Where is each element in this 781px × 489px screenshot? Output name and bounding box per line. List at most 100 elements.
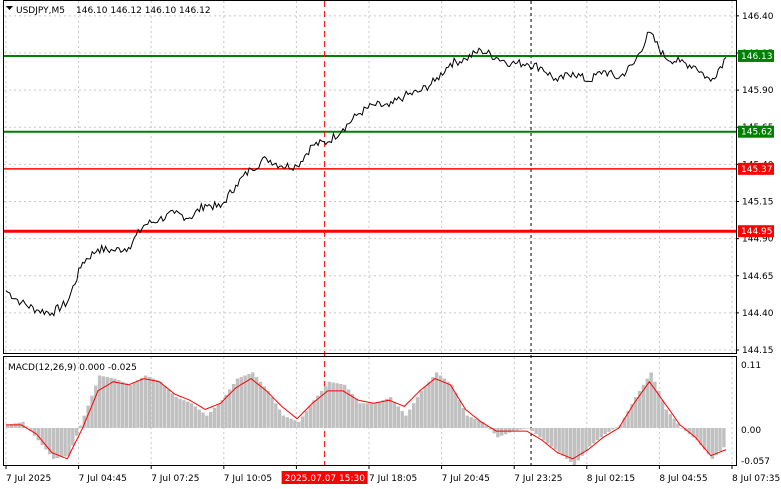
- macd-histogram-bar: [94, 385, 98, 428]
- macd-histogram-bar: [488, 428, 492, 430]
- macd-histogram-bar: [243, 375, 247, 428]
- macd-histogram-bar: [542, 428, 546, 441]
- macd-histogram-bar: [274, 403, 278, 428]
- macd-histogram-bar: [21, 421, 25, 428]
- macd-histogram-bar: [155, 380, 159, 428]
- macd-histogram-bar: [170, 393, 175, 428]
- macd-histogram-bar: [649, 372, 653, 428]
- time-axis-label: 7 Jul 20:45: [442, 474, 490, 484]
- price-level-tag: [738, 162, 774, 175]
- macd-histogram-bar: [258, 381, 263, 428]
- macd-histogram-bar: [350, 394, 355, 428]
- macd-histogram-bar: [584, 428, 588, 452]
- macd-histogram-bar: [281, 415, 286, 428]
- macd-histogram-bar: [450, 384, 454, 428]
- price-levels: [4, 54, 736, 233]
- time-axis-label: 7 Jul 04:45: [79, 474, 127, 484]
- macd-histogram-bar: [6, 424, 10, 428]
- macd-histogram-bar: [285, 417, 289, 428]
- macd-histogram-bar: [569, 428, 573, 462]
- macd-histogram-bar: [331, 382, 335, 428]
- price-level-tag-label: 145.62: [741, 128, 773, 138]
- macd-histogram-bar: [381, 400, 385, 428]
- macd-histogram-bar: [369, 403, 374, 428]
- macd-axis: 0.11 0.00 -0.057: [741, 361, 770, 467]
- macd-histogram-bar: [197, 409, 201, 428]
- macd-histogram-bar: [174, 397, 178, 428]
- macd-histogram-bar: [565, 428, 569, 459]
- macd-histogram-bar: [205, 415, 209, 428]
- macd-histogram-bar: [630, 404, 634, 428]
- macd-histogram-bar: [216, 404, 220, 428]
- macd-histogram-bar: [389, 397, 393, 428]
- macd-histogram-bar: [128, 384, 132, 428]
- macd-histogram-bar: [78, 425, 83, 428]
- macd-histogram-bar: [722, 428, 726, 448]
- macd-histogram-bar: [362, 403, 366, 428]
- macd-histogram-bar: [339, 384, 343, 428]
- macd-histogram-bar: [511, 428, 515, 432]
- macd-histogram-bar: [423, 386, 427, 428]
- macd-histogram-bar: [438, 375, 443, 428]
- macd-histogram-bar: [159, 381, 163, 428]
- time-axis-label: 8 Jul 07:35: [732, 474, 780, 484]
- chart-header: USDJPY,M5 146.10 146.12 146.10 146.12: [6, 6, 211, 16]
- macd-histogram-bar: [706, 428, 711, 455]
- price-panel-frame: [3, 0, 737, 354]
- macd-histogram-bar: [320, 390, 324, 428]
- level-tags: 146.13 145.62 145.37 144.95: [738, 49, 774, 238]
- macd-histogram-bar: [408, 409, 412, 428]
- macd-scale-bottom: -0.057: [741, 457, 770, 467]
- macd-histogram-bar: [592, 428, 596, 444]
- macd-histogram-bar: [40, 428, 44, 445]
- macd-histogram-bar: [392, 401, 397, 428]
- macd-histogram-bar: [500, 428, 504, 436]
- macd-histogram-bar: [680, 428, 684, 429]
- macd-histogram-bar: [480, 421, 485, 428]
- macd-histogram-bar: [220, 400, 224, 428]
- macd-histogram-bar: [507, 428, 512, 433]
- panel-frames: [3, 0, 737, 466]
- macd-histogram-bar: [469, 417, 473, 428]
- macd-histogram-bar: [400, 411, 404, 428]
- macd-histogram-bar: [312, 400, 316, 428]
- macd-histogram-bar: [86, 405, 90, 428]
- macd-histogram-bar: [224, 394, 228, 428]
- macd-histogram-bar: [251, 372, 255, 428]
- macd-histogram-bar: [151, 378, 155, 428]
- macd-histogram-bar: [668, 414, 672, 428]
- macd-histogram-bar: [595, 428, 600, 441]
- price-axis-label: 144.15: [742, 346, 774, 356]
- macd-histogram-bar: [534, 428, 538, 435]
- price-axis-label: 144.65: [742, 272, 774, 282]
- macd-histogram-bar: [136, 380, 140, 428]
- chevron-down-icon[interactable]: [6, 6, 13, 10]
- macd-histogram-bar: [404, 415, 408, 428]
- macd-histogram-bar: [308, 405, 312, 428]
- price-level-tag-label: 146.13: [741, 52, 773, 62]
- time-axis-label: 7 Jul 10:05: [224, 474, 272, 484]
- macd-histogram-bar: [553, 428, 558, 450]
- macd-histogram-bar: [396, 406, 400, 428]
- macd-histogram-bar: [599, 428, 603, 438]
- macd-histogram-bar: [289, 418, 293, 428]
- macd-histogram-bar: [419, 390, 423, 428]
- macd-histogram-bar: [660, 400, 665, 428]
- macd-histogram-bar: [113, 378, 117, 428]
- macd-histogram-bar: [44, 428, 48, 450]
- macd-histogram-bar: [549, 428, 554, 447]
- macd-histogram-bar: [239, 377, 243, 428]
- macd-histogram-bar: [59, 428, 63, 458]
- price-level-tag: [738, 49, 774, 62]
- time-axis-label: 7 Jul 07:25: [151, 474, 199, 484]
- macd-histogram-bar: [71, 428, 75, 446]
- macd-histogram-bar: [687, 428, 692, 435]
- macd-histogram-bar: [304, 411, 309, 428]
- macd-histogram-bar: [530, 428, 535, 432]
- macd-histogram-bar: [618, 424, 623, 428]
- macd-histogram-bar: [557, 428, 561, 453]
- macd-histogram-bar: [254, 377, 259, 428]
- macd-panel-frame: [3, 356, 737, 466]
- macd-histogram-bar: [358, 403, 362, 428]
